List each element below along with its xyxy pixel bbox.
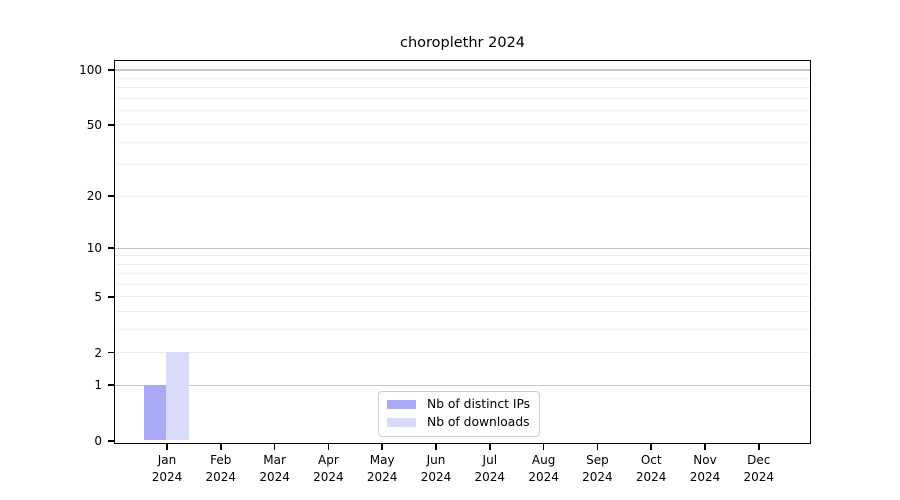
minor-gridline — [115, 164, 810, 166]
y-tick — [108, 296, 114, 298]
legend-label-distinct-ips: Nb of distinct IPs — [427, 397, 531, 411]
minor-gridline — [115, 195, 810, 197]
y-tick — [108, 195, 114, 198]
x-tick — [542, 444, 545, 450]
minor-gridline — [115, 283, 810, 285]
x-tick-label: Oct 2024 — [635, 453, 667, 484]
x-tick-label: Apr 2024 — [313, 453, 344, 484]
legend-swatch-downloads — [387, 418, 416, 427]
x-tick-label: Jul 2024 — [474, 453, 506, 484]
minor-gridline — [115, 109, 810, 111]
major-gridline — [115, 69, 810, 71]
legend-item-distinct-ips: Nb of distinct IPs — [387, 397, 530, 412]
y-tick-label: 2 — [94, 345, 102, 360]
x-tick — [704, 444, 706, 450]
bar-nb-of-distinct-ips-jan — [144, 384, 167, 441]
minor-gridline — [115, 87, 810, 89]
y-tick-label: 10 — [86, 241, 102, 256]
x-tick-label: Nov 2024 — [689, 453, 721, 484]
minor-gridline — [115, 255, 810, 257]
chart-title: choroplethr 2024 — [399, 35, 526, 51]
y-tick — [108, 384, 114, 387]
legend-item-downloads: Nb of downloads — [387, 415, 530, 430]
x-tick — [220, 444, 222, 450]
minor-gridline — [115, 77, 810, 79]
x-tick — [166, 444, 168, 450]
x-tick — [273, 444, 276, 450]
minor-gridline — [115, 97, 810, 99]
x-tick — [381, 444, 383, 450]
legend: Nb of distinct IPs Nb of downloads — [378, 391, 541, 437]
major-gridline — [115, 384, 810, 386]
major-gridline — [115, 247, 810, 249]
minor-gridline — [115, 311, 810, 313]
y-tick-label: 50 — [86, 117, 102, 132]
minor-gridline — [115, 296, 810, 298]
x-tick-label: Jun 2024 — [420, 453, 452, 484]
minor-gridline — [115, 328, 810, 330]
y-tick-label: 100 — [79, 63, 102, 77]
bar-nb-of-downloads-jan — [166, 352, 189, 441]
minor-gridline — [115, 124, 810, 126]
y-tick — [108, 440, 114, 442]
minor-gridline — [115, 352, 810, 354]
plot-area: Nb of distinct IPs Nb of downloads — [114, 60, 811, 444]
x-tick — [489, 444, 491, 450]
y-tick-label: 1 — [94, 378, 102, 393]
minor-gridline — [115, 263, 810, 265]
legend-label-downloads: Nb of downloads — [427, 415, 530, 429]
y-tick — [108, 351, 114, 354]
minor-gridline — [115, 273, 810, 275]
x-tick-label: May 2024 — [366, 453, 398, 484]
x-tick-label: Sep 2024 — [582, 453, 613, 484]
minor-gridline — [115, 141, 810, 143]
x-tick — [596, 444, 599, 450]
x-tick — [327, 444, 330, 450]
legend-swatch-distinct-ips — [387, 400, 416, 409]
x-tick-label: Aug 2024 — [528, 453, 559, 484]
x-tick — [758, 444, 760, 450]
y-tick — [108, 247, 114, 250]
x-tick — [435, 444, 437, 450]
y-tick-label: 20 — [86, 189, 102, 204]
y-tick-label: 0 — [94, 434, 102, 448]
y-tick — [108, 124, 114, 126]
x-tick-label: Jan 2024 — [151, 453, 183, 484]
x-tick-label: Mar 2024 — [259, 453, 290, 484]
x-tick-label: Dec 2024 — [743, 453, 775, 484]
y-tick-label: 5 — [94, 289, 102, 304]
y-tick — [108, 69, 114, 71]
x-tick-label: Feb 2024 — [205, 453, 237, 484]
x-tick — [650, 444, 652, 450]
